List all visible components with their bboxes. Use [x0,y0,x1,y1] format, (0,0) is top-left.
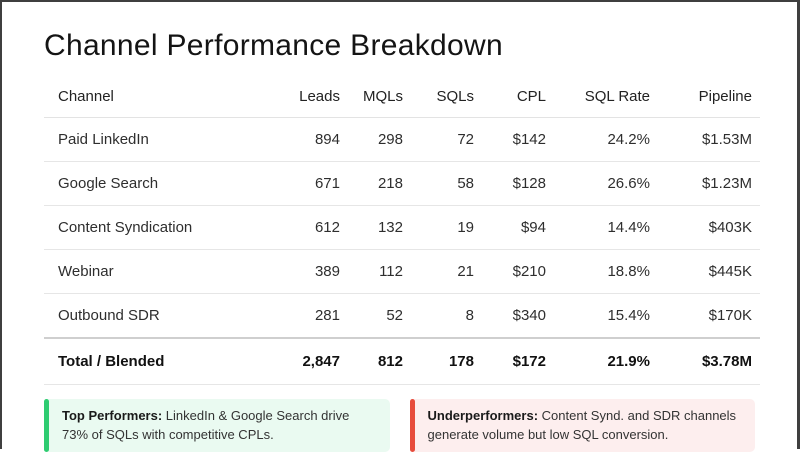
table-cell: 671 [252,161,348,206]
table-cell: 178 [411,337,482,385]
red-accent-bar [409,399,415,452]
table-cell: 18.8% [554,249,658,294]
table-cell: 26.6% [554,161,658,206]
page-title: Channel Performance Breakdown [44,29,503,62]
table-cell: 21 [411,249,482,294]
table-cell: $210 [482,249,554,294]
table-cell: 112 [348,249,411,294]
table-cell: 218 [348,161,411,206]
table-cell: 15.4% [554,293,658,339]
table-cell: Total / Blended [44,337,252,385]
table-cell: Paid LinkedIn [44,117,252,162]
table-row-content-syndication: Content Syndication 612 132 19 $94 14.4%… [44,205,760,250]
table-cell: 281 [252,293,348,339]
table-cell: 812 [348,337,411,385]
callout-underperformers: Underperformers: Content Synd. and SDR c… [409,399,755,452]
table-row-google-search: Google Search 671 218 58 $128 26.6% $1.2… [44,161,760,206]
table-cell: 14.4% [554,205,658,250]
table-cell: $1.53M [658,117,760,162]
table-cell: 2,847 [252,337,348,385]
table-cell: 52 [348,293,411,339]
table-cell: 8 [411,293,482,339]
table-cell: 612 [252,205,348,250]
table-cell: $170K [658,293,760,339]
table-cell: $94 [482,205,554,250]
table-cell: $445K [658,249,760,294]
table-cell: $172 [482,337,554,385]
column-header-pipeline: Pipeline [658,88,760,118]
table-cell: 894 [252,117,348,162]
table-cell: 19 [411,205,482,250]
callout-label: Top Performers: [62,408,163,423]
table-cell: $340 [482,293,554,339]
column-header-leads: Leads [252,88,348,118]
table-row-total-blended: Total / Blended 2,847 812 178 $172 21.9%… [44,337,760,385]
callout-label: Underperformers: [427,408,539,423]
column-header-sql-rate: SQL Rate [554,88,658,118]
column-header-channel: Channel [44,88,252,118]
table-cell: 24.2% [554,117,658,162]
table-cell: 58 [411,161,482,206]
column-header-sqls: SQLs [411,88,482,118]
table-cell: 298 [348,117,411,162]
table-cell: 389 [252,249,348,294]
callout-top-performers: Top Performers: LinkedIn & Google Search… [44,399,390,452]
table-cell: $142 [482,117,554,162]
callout-row: Top Performers: LinkedIn & Google Search… [44,399,755,452]
table-row-webinar: Webinar 389 112 21 $210 18.8% $445K [44,249,760,294]
callout-text: LinkedIn & Google Search drive 73% of SQ… [62,408,350,442]
channel-performance-table: Channel Leads MQLs SQLs CPL SQL Rate Pip… [44,88,760,385]
table-cell: 21.9% [554,337,658,385]
table-header-row: Channel Leads MQLs SQLs CPL SQL Rate Pip… [44,88,760,118]
table-cell: Webinar [44,249,252,294]
table-cell: Google Search [44,161,252,206]
table-cell: Outbound SDR [44,293,252,339]
column-header-mqls: MQLs [348,88,411,118]
table-cell: Content Syndication [44,205,252,250]
table-cell: 132 [348,205,411,250]
table-row-paid-linkedin: Paid LinkedIn 894 298 72 $142 24.2% $1.5… [44,117,760,162]
table-row-outbound-sdr: Outbound SDR 281 52 8 $340 15.4% $170K [44,293,760,339]
table-cell: $1.23M [658,161,760,206]
table-cell: $403K [658,205,760,250]
table-cell: 72 [411,117,482,162]
callout-text: Content Synd. and SDR channels generate … [427,408,737,442]
table-cell: $128 [482,161,554,206]
green-accent-bar [44,399,49,452]
column-header-cpl: CPL [482,88,554,118]
table-cell: $3.78M [658,337,760,385]
